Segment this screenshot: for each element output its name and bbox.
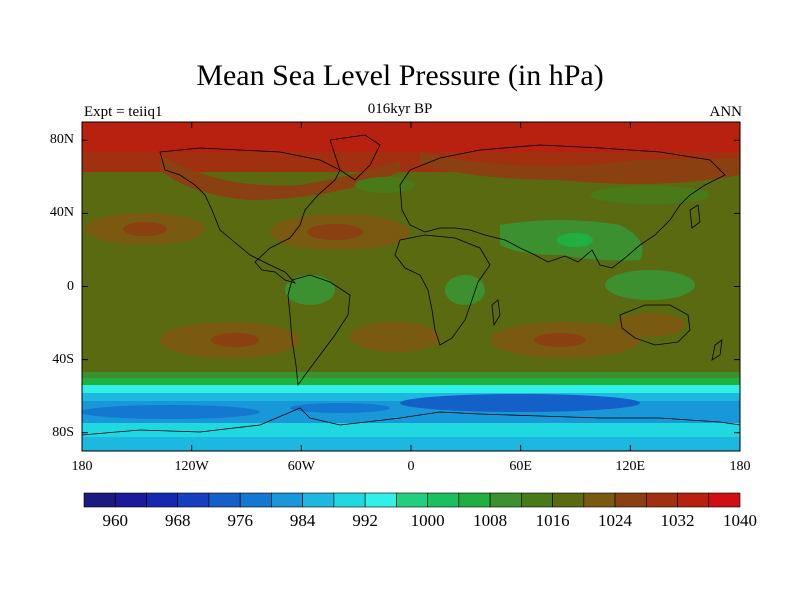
- latitude-tick-label: 40N: [49, 205, 74, 221]
- band-southern-ocean-lightblue: [82, 393, 740, 403]
- colorbar-label: 1040: [723, 511, 757, 530]
- colorbar-label: 960: [102, 511, 128, 530]
- longitude-tick-label: 0: [407, 459, 415, 474]
- colorbar-swatch: [146, 492, 179, 508]
- longitude-tick-label: 180: [729, 459, 751, 474]
- colorbar-swatch: [677, 492, 710, 508]
- latitude-tick-label: 80S: [52, 424, 74, 440]
- band-south-transition: [82, 372, 740, 382]
- colorbar-label: 1000: [410, 511, 445, 530]
- axis-tickmarks: [81, 122, 741, 451]
- colorbar-swatch: [364, 492, 397, 508]
- high-australia-outer: [615, 313, 685, 337]
- band-south-green: [82, 378, 740, 386]
- low-southern-atlantic: [290, 403, 390, 413]
- low-southern-indian: [400, 394, 640, 412]
- coastline-africa: [394, 234, 491, 346]
- low-maritime-continent: [605, 270, 695, 300]
- longitude-tick-label: 60W: [287, 459, 315, 474]
- coastline-australia: [619, 304, 691, 346]
- experiment-label: Expt = teiiq1: [84, 104, 163, 120]
- colorbar-label: 984: [289, 511, 316, 530]
- colorbar-swatch: [177, 492, 210, 508]
- low-central-africa: [445, 275, 485, 305]
- high-azores-core: [307, 224, 363, 240]
- pressure-field: [82, 122, 740, 451]
- colorbar-label: 1032: [660, 511, 695, 530]
- longitude-tick-label: 60E: [509, 459, 532, 474]
- map-title: Mean Sea Level Pressure (in hPa): [196, 59, 604, 92]
- colorbar-swatch: [114, 492, 147, 508]
- colorbar-swatch: [239, 492, 272, 508]
- coastlines: [82, 134, 740, 436]
- low-southern-pacific: [82, 405, 260, 419]
- colorbar-swatch: [583, 492, 616, 508]
- latitude-tick-label: 80N: [49, 132, 74, 148]
- coastline-japan: [689, 204, 701, 229]
- coastline-new-zealand: [711, 339, 723, 361]
- low-north-pacific-aleutian: [590, 186, 710, 204]
- longitude-tick-label: 120W: [174, 459, 209, 474]
- colorbar-swatch: [83, 492, 116, 508]
- colorbar-swatch: [489, 492, 522, 508]
- longitude-tick-label: 120E: [615, 459, 646, 474]
- high-south-pacific-core: [211, 333, 259, 347]
- colorbar-label: 968: [164, 511, 191, 530]
- map-subtitle: 016kyr BP: [367, 101, 433, 117]
- latitude-tick-label: 40S: [52, 351, 74, 367]
- low-south-america: [285, 275, 335, 305]
- high-eurasian-cap: [420, 152, 740, 184]
- coastline-antarctica: [82, 407, 740, 436]
- high-south-atlantic-outer: [350, 322, 440, 352]
- colorbar-swatch: [708, 492, 741, 508]
- colorbar-label: 1008: [473, 511, 508, 530]
- latitude-tick-label: 0: [67, 278, 74, 294]
- season-label: ANN: [709, 104, 743, 120]
- low-asian-monsoon-core: [557, 233, 593, 247]
- high-south-indian-core: [534, 333, 586, 347]
- longitude-tick-label: 180: [71, 459, 93, 474]
- colorbar-label: 992: [352, 511, 378, 530]
- colorbar-swatch: [271, 492, 303, 508]
- band-southern-ocean-cyan: [82, 385, 740, 395]
- colorbar-swatch: [521, 492, 553, 508]
- colorbar-swatch: [302, 492, 335, 508]
- colorbar-swatch: [645, 492, 678, 508]
- colorbar-swatch: [333, 492, 366, 508]
- colorbar-swatch: [552, 492, 585, 508]
- band-antarctic-interior: [82, 437, 740, 451]
- coastline-madagascar: [491, 299, 501, 327]
- coastline-greenland: [329, 134, 381, 181]
- colorbar-swatch: [427, 492, 460, 508]
- colorbar-label: 976: [227, 511, 253, 530]
- coastline-north-america: [159, 147, 341, 284]
- high-north-pacific-core: [123, 222, 167, 236]
- colorbar-swatch: [458, 492, 491, 508]
- colorbar-swatch: [396, 492, 428, 508]
- high-north-america-cap: [160, 155, 400, 200]
- colorbar-swatch: [208, 492, 241, 508]
- colorbar-label: 1024: [598, 511, 633, 530]
- colorbar-label: 1016: [535, 511, 570, 530]
- colorbar-swatch: [614, 492, 647, 508]
- coastline-eurasia: [399, 144, 726, 269]
- coastline-south-america: [287, 274, 351, 387]
